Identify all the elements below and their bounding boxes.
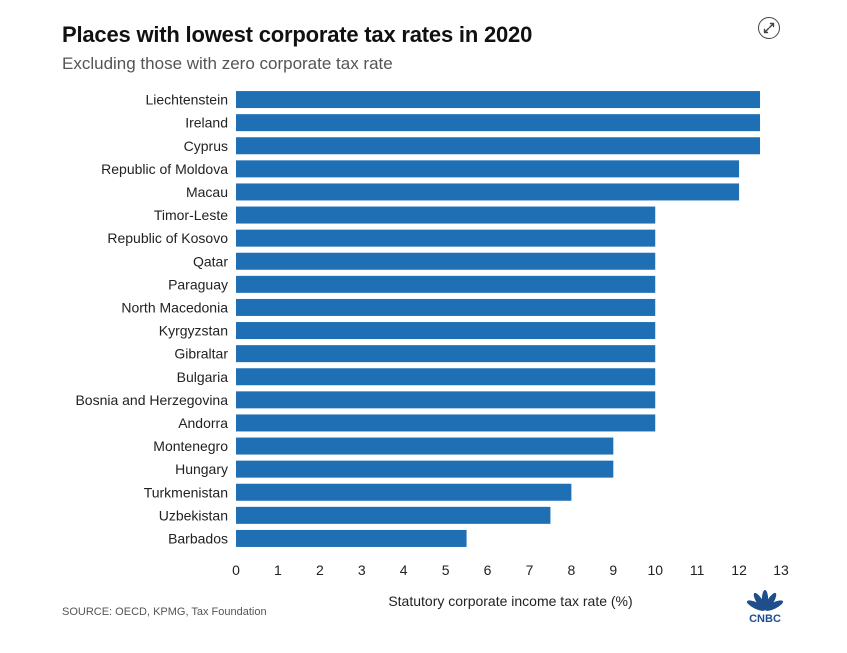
x-tick-label: 7	[526, 562, 534, 578]
bar-liechtenstein	[236, 91, 761, 109]
bar-hungary	[236, 460, 614, 478]
bar-turkmenistan	[236, 483, 572, 501]
category-label: Kyrgyzstan	[159, 323, 228, 339]
category-label: Cyprus	[184, 138, 228, 154]
category-label: Republic of Moldova	[101, 161, 228, 177]
expand-arrows-icon[interactable]	[758, 17, 780, 39]
bar-macau	[236, 183, 740, 201]
bar-paraguay	[236, 275, 656, 293]
category-label: Gibraltar	[174, 346, 228, 362]
x-tick-label: 6	[484, 562, 492, 578]
x-tick-label: 8	[567, 562, 575, 578]
bar-bosnia-and-herzegovina	[236, 391, 656, 409]
bar-cyprus	[236, 137, 761, 155]
category-label: Andorra	[178, 415, 228, 431]
cnbc-peacock-logo: CNBC	[738, 588, 792, 625]
x-tick-label: 12	[731, 562, 747, 578]
chart-title: Places with lowest corporate tax rates i…	[62, 22, 533, 47]
bar-timor-leste	[236, 206, 656, 224]
bar-uzbekistan	[236, 506, 551, 524]
category-label: Montenegro	[153, 438, 228, 454]
bar-north-macedonia	[236, 298, 656, 316]
chart-subtitle: Excluding those with zero corporate tax …	[62, 54, 393, 73]
x-tick-label: 0	[232, 562, 240, 578]
category-label: Bosnia and Herzegovina	[75, 392, 228, 408]
bar-republic-of-moldova	[236, 160, 740, 178]
category-label: Paraguay	[168, 276, 228, 292]
category-label: Timor-Leste	[154, 207, 228, 223]
bar-bulgaria	[236, 368, 656, 386]
bar-kyrgyzstan	[236, 322, 656, 340]
bar-gibraltar	[236, 345, 656, 363]
expand-arrows-glyph	[763, 22, 775, 34]
bar-andorra	[236, 414, 656, 432]
source-note: SOURCE: OECD, KPMG, Tax Foundation	[62, 606, 267, 618]
bar-montenegro	[236, 437, 614, 455]
bar-ireland	[236, 114, 761, 132]
x-tick-label: 4	[400, 562, 408, 578]
category-label: Bulgaria	[177, 369, 229, 385]
x-tick-label: 3	[358, 562, 366, 578]
x-tick-label: 11	[690, 562, 705, 578]
cnbc-logo-graphic: CNBC	[746, 590, 784, 625]
x-tick-label: 10	[647, 562, 663, 578]
category-label: Uzbekistan	[159, 507, 228, 523]
x-tick-label: 2	[316, 562, 324, 578]
category-label: Ireland	[185, 115, 228, 131]
category-label: Macau	[186, 184, 228, 200]
category-label: Republic of Kosovo	[107, 230, 228, 246]
x-tick-label: 9	[609, 562, 617, 578]
x-tick-label: 13	[773, 562, 789, 578]
x-axis-title: Statutory corporate income tax rate (%)	[388, 593, 632, 609]
x-tick-label: 1	[274, 562, 282, 578]
bar-republic-of-kosovo	[236, 229, 656, 247]
category-label: North Macedonia	[121, 299, 228, 315]
bar-qatar	[236, 252, 656, 270]
x-tick-label: 5	[442, 562, 450, 578]
bar-barbados	[236, 529, 467, 547]
category-label: Barbados	[168, 530, 228, 546]
svg-text:CNBC: CNBC	[749, 613, 781, 624]
category-label: Hungary	[175, 461, 228, 477]
category-label: Qatar	[193, 253, 228, 269]
category-label: Liechtenstein	[145, 92, 228, 108]
category-label: Turkmenistan	[144, 484, 228, 500]
